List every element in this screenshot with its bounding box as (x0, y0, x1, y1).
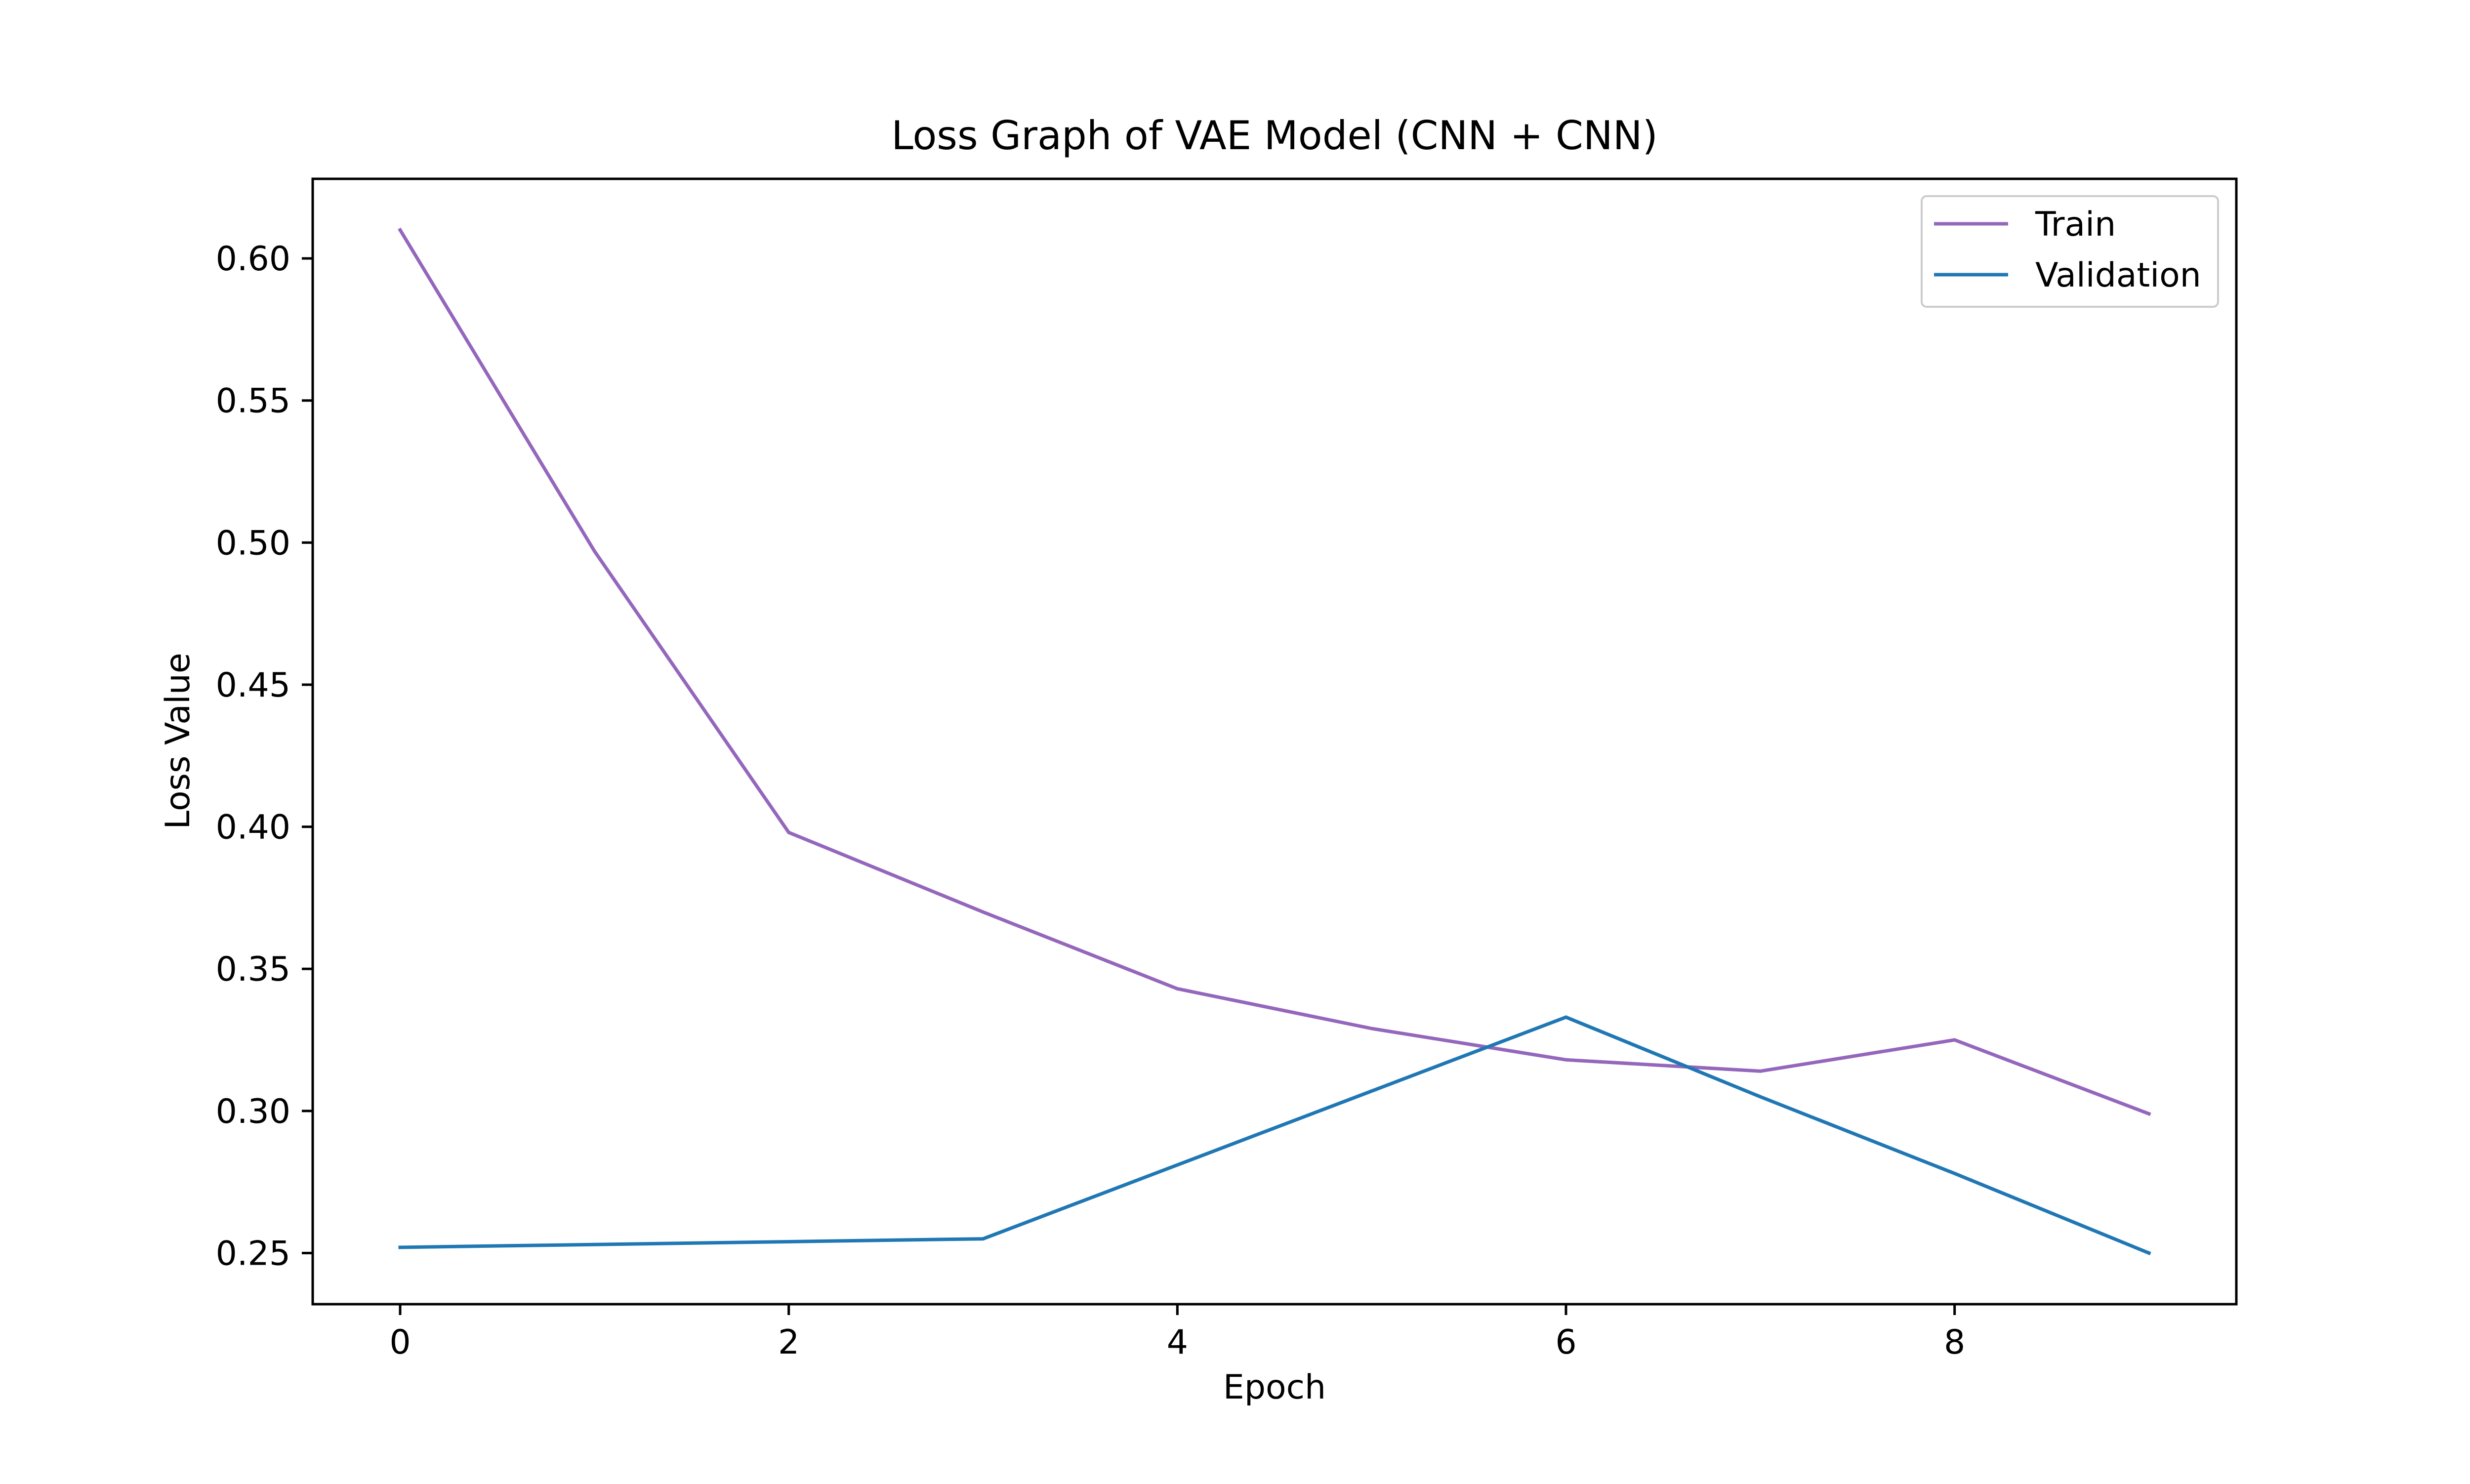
data-point-validation (1758, 1095, 1762, 1099)
data-point-train (787, 830, 791, 834)
data-point-validation (1370, 1089, 1374, 1093)
y-tick-label: 0.55 (216, 382, 290, 421)
data-point-validation (1175, 1163, 1179, 1167)
y-axis: 0.25 0.30 0.35 0.40 0.45 0.50 0.55 0.60 (216, 240, 313, 1273)
x-tick-label: 8 (1944, 1323, 1965, 1362)
y-tick-label: 0.50 (216, 524, 290, 563)
x-axis-label: Epoch (1223, 1368, 1326, 1407)
y-tick-label: 0.60 (216, 240, 290, 279)
y-tick-label: 0.25 (216, 1234, 290, 1273)
data-point-validation (981, 1237, 985, 1241)
data-point-validation (787, 1239, 791, 1243)
series-layer (398, 227, 2151, 1256)
data-point-validation (398, 1245, 402, 1249)
data-point-train (2147, 1112, 2151, 1116)
data-point-train (398, 228, 402, 232)
y-tick-label: 0.30 (216, 1092, 290, 1131)
plot-frame (311, 177, 2238, 1306)
legend-label-train: Train (2035, 205, 2116, 244)
y-tick-label: 0.35 (216, 950, 290, 989)
y-tick-label: 0.45 (216, 666, 290, 705)
y-tick-label: 0.40 (216, 808, 290, 847)
data-point-train (1953, 1038, 1957, 1042)
data-point-validation (1564, 1015, 1568, 1019)
data-point-validation (1953, 1171, 1957, 1175)
legend-label-validation: Validation (2035, 256, 2201, 295)
data-point-train (592, 549, 596, 553)
data-point-validation (592, 1242, 596, 1246)
x-tick-label: 4 (1167, 1323, 1188, 1362)
chart-title: Loss Graph of VAE Model (CNN + CNN) (891, 113, 1658, 159)
data-point-train (1370, 1027, 1374, 1031)
x-tick-label: 2 (778, 1323, 799, 1362)
data-point-train (1758, 1069, 1762, 1073)
data-point-train (981, 910, 985, 914)
data-point-train (1564, 1058, 1568, 1062)
legend: Train Validation (1921, 195, 2219, 308)
series-line-train (398, 227, 2151, 1116)
x-tick-label: 6 (1555, 1323, 1576, 1362)
x-tick-label: 0 (389, 1323, 411, 1362)
y-axis-label: Loss Value (159, 653, 198, 829)
series-line-validation (398, 1015, 2151, 1256)
data-point-train (1175, 987, 1179, 990)
x-axis: 0 2 4 6 8 (389, 1304, 1965, 1362)
data-point-validation (2147, 1251, 2151, 1255)
